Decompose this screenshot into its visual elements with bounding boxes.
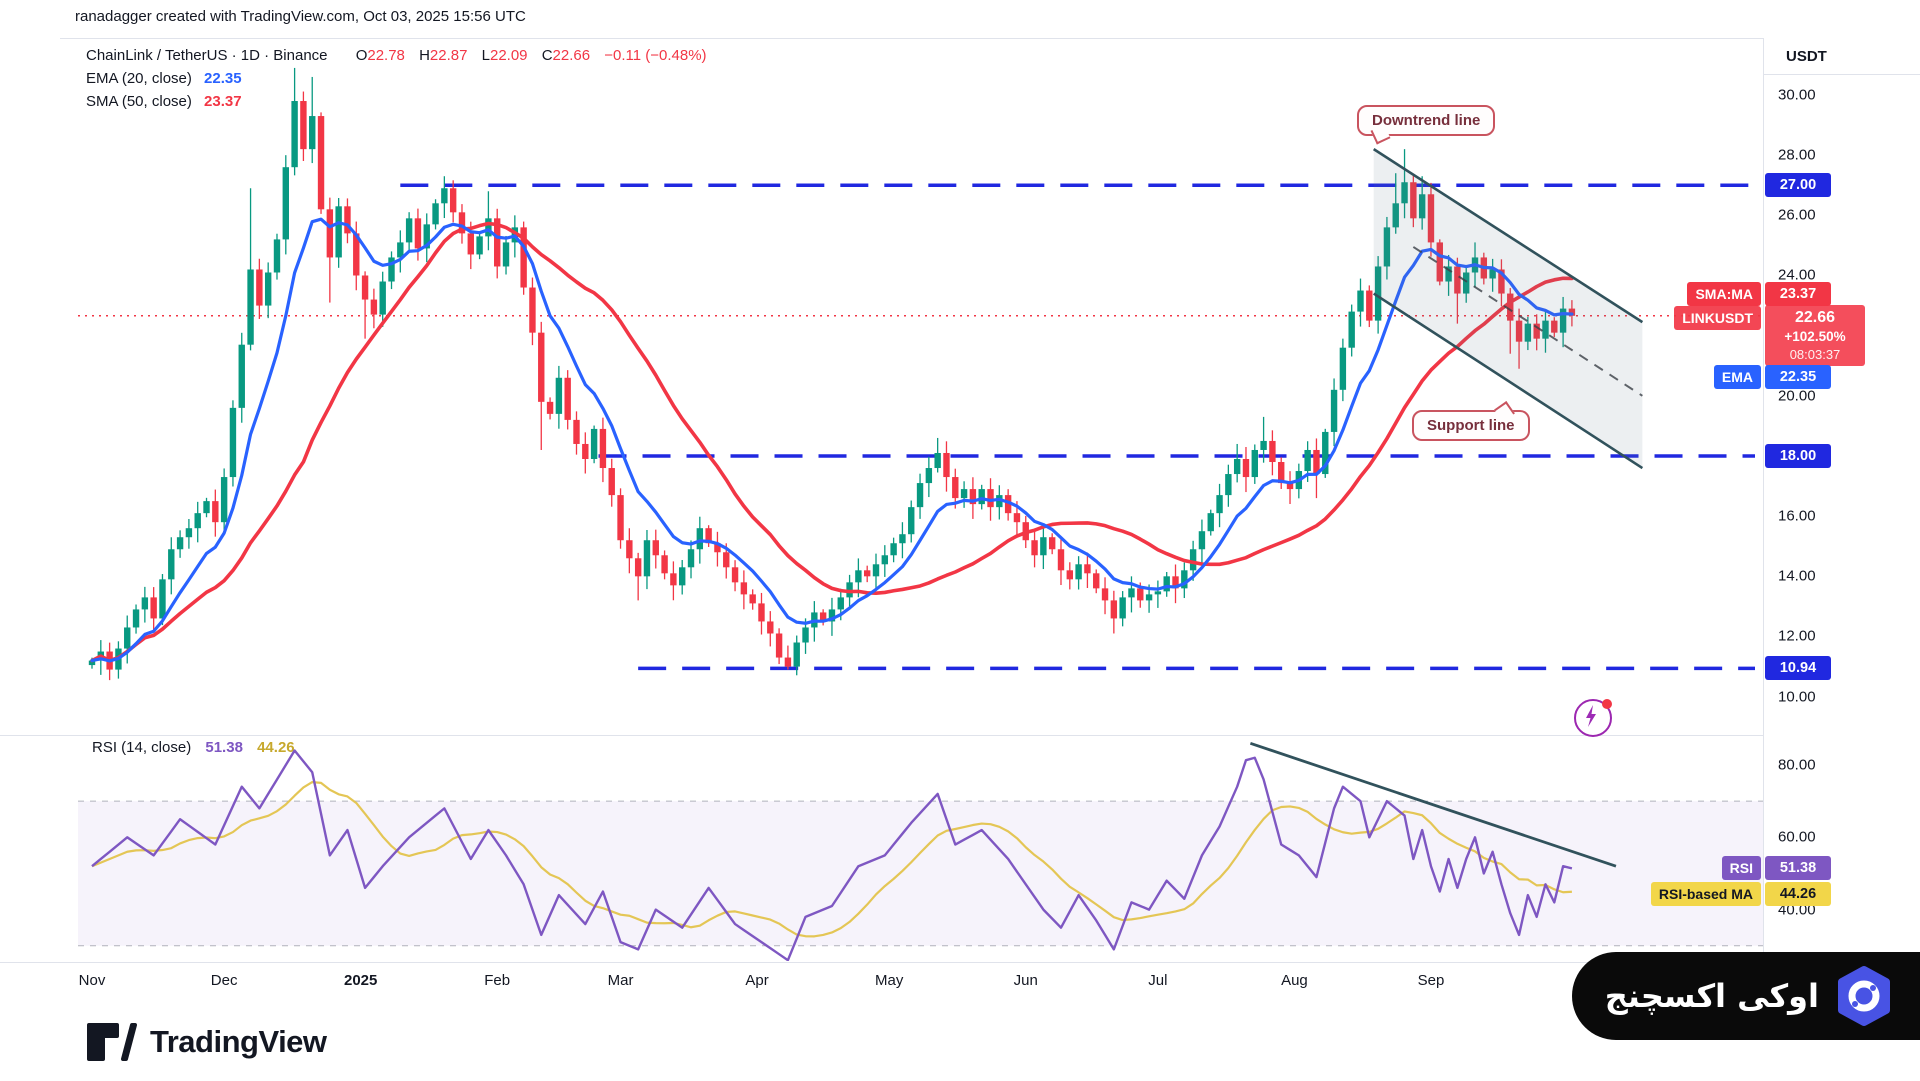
rsi-ma-study-value: 44.26 — [257, 739, 295, 756]
main-pane — [78, 67, 1763, 681]
chart-top-border — [60, 38, 1920, 39]
low-value: 22.09 — [489, 47, 528, 64]
time-axis-border — [0, 962, 1920, 963]
lightning-icon — [1586, 705, 1596, 727]
symbol-title[interactable]: ChainLink / TetherUS · 1D · Binance — [86, 47, 328, 64]
notification-dot — [1602, 699, 1612, 709]
open-label: O — [355, 47, 368, 64]
exchange-banner[interactable]: اوکی اکسچنج — [1572, 952, 1920, 1040]
price-axis-column[interactable] — [1763, 38, 1920, 1003]
candles-series — [88, 67, 1576, 681]
rsi-ma-line — [91, 781, 1572, 938]
open-value: 22.78 — [367, 47, 405, 64]
exchange-logo-icon — [1838, 966, 1890, 1026]
change-value: −0.11 (−0.48%) — [604, 47, 707, 64]
rsi-study-label[interactable]: RSI (14, close) — [92, 739, 192, 756]
axis-header-border — [1763, 74, 1920, 75]
channel-mid-line — [1412, 246, 1643, 397]
tradingview-wordmark: TradingView — [150, 1024, 327, 1059]
rsi-study-value: 51.38 — [205, 739, 243, 756]
support-callout[interactable]: Support line — [1412, 401, 1530, 441]
axis-currency-label[interactable]: USDT — [1786, 48, 1827, 65]
pane-separator[interactable] — [0, 735, 1920, 736]
channel-lower-line — [1373, 292, 1644, 470]
instant-trade-button[interactable] — [1574, 699, 1612, 737]
rsi-line — [91, 749, 1573, 961]
rsi-trendline — [1249, 741, 1617, 868]
sma-study-label[interactable]: SMA (50, close) — [86, 93, 192, 110]
sma-legend-row[interactable]: SMA (50, close) 23.37 — [86, 93, 242, 110]
high-value: 22.87 — [429, 47, 468, 64]
rsi-legend-row[interactable]: RSI (14, close) 51.38 44.26 — [92, 739, 295, 756]
close-label: C — [541, 47, 553, 64]
support-callout-text: Support line — [1427, 417, 1515, 434]
tradingview-mark-icon — [87, 1023, 137, 1061]
low-label: L — [481, 47, 490, 64]
exchange-banner-text: اوکی اکسچنج — [1604, 977, 1819, 1015]
channel-upper-line — [1373, 148, 1644, 324]
ema-line — [90, 217, 1574, 663]
close-value: 22.66 — [552, 47, 591, 64]
ema-legend-row[interactable]: EMA (20, close) 22.35 — [86, 70, 242, 87]
sma-study-value: 23.37 — [204, 93, 242, 110]
attribution-text: ranadagger created with TradingView.com,… — [75, 8, 526, 25]
ema-study-value: 22.35 — [204, 70, 242, 87]
rsi-band — [78, 801, 1763, 946]
high-label: H — [419, 47, 430, 64]
downtrend-callout-text: Downtrend line — [1372, 112, 1481, 129]
rsi-pane — [78, 741, 1763, 961]
ema-study-label[interactable]: EMA (20, close) — [86, 70, 192, 87]
symbol-legend-row[interactable]: ChainLink / TetherUS · 1D · Binance O22.… — [86, 47, 707, 64]
sma-line — [90, 221, 1574, 663]
downtrend-callout[interactable]: Downtrend line — [1357, 105, 1496, 145]
tradingview-logo[interactable]: TradingView — [86, 1022, 327, 1062]
